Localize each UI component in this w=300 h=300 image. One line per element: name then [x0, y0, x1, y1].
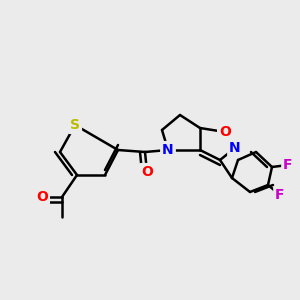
Text: N: N	[162, 143, 174, 157]
Text: F: F	[283, 158, 293, 172]
Text: N: N	[229, 141, 241, 155]
Text: O: O	[219, 125, 231, 139]
Text: F: F	[275, 188, 285, 202]
Text: S: S	[70, 118, 80, 132]
Text: O: O	[36, 190, 48, 204]
Text: O: O	[141, 165, 153, 179]
